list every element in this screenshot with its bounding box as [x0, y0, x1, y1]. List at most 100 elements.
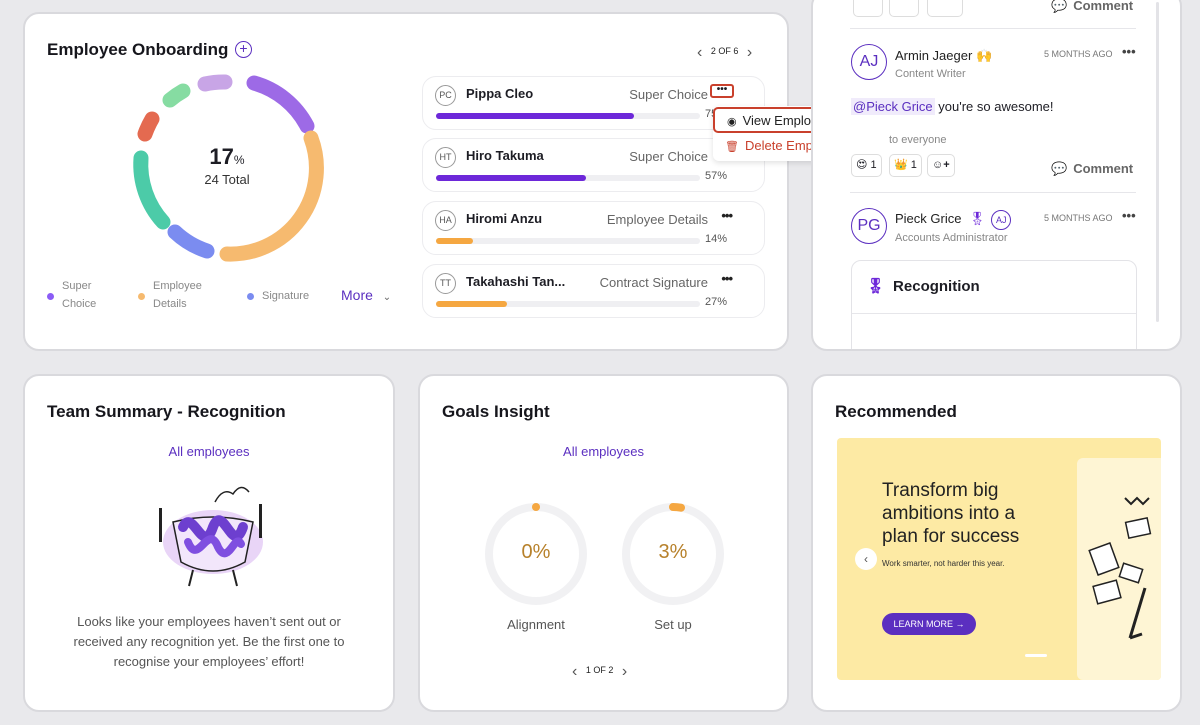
avatar: AJ	[851, 44, 887, 80]
chevron-left-icon[interactable]: ‹	[572, 663, 578, 680]
scrollbar[interactable]	[1156, 2, 1159, 322]
banner-panel	[1077, 458, 1161, 680]
mention-tag[interactable]: @Pieck Grice	[851, 98, 935, 115]
more-options-icon[interactable]: •••	[721, 271, 733, 286]
banner-subtext: Work smarter, not harder this year.	[882, 559, 1005, 568]
legend-dot-signature	[247, 293, 254, 300]
comment-button[interactable]: 💬 Comment	[1051, 0, 1134, 13]
plus-icon: +	[943, 159, 950, 171]
pager-text: 1 OF 2	[585, 665, 614, 675]
post-author: Armin Jaeger 🙌	[895, 48, 993, 63]
comment-button[interactable]: 💬 Comment	[1051, 161, 1134, 176]
add-reaction-button[interactable]: ☺+	[927, 154, 955, 177]
alignment-ring	[485, 503, 587, 605]
employee-stage: Employee Details	[606, 212, 708, 227]
recognition-title: 🎖 Recognition	[866, 278, 980, 295]
add-reaction-button[interactable]	[927, 0, 963, 17]
ring-progress-marker	[532, 503, 540, 511]
donut-segment-green	[162, 83, 191, 108]
ring-progress-arc	[669, 503, 685, 512]
team-summary-card: Team Summary - Recognition All employees…	[23, 374, 395, 712]
team-filter-link[interactable]: All employees	[168, 444, 250, 459]
envelopes-illustration	[1088, 496, 1152, 640]
comment-icon: 💬	[1051, 161, 1068, 176]
comment-icon: 💬	[1051, 0, 1068, 13]
promo-banner[interactable]: ‹ Transform big ambitions into a plan fo…	[837, 438, 1161, 680]
legend-employee-details: Employee Details	[153, 280, 202, 310]
employee-row[interactable]: PC Pippa Cleo Super Choice ••• 75%	[422, 76, 765, 130]
avatar: TT	[435, 273, 456, 294]
employee-row[interactable]: HT Hiro Takuma Super Choice 57%	[422, 138, 765, 192]
donut-segment-signature	[167, 224, 215, 259]
employee-row[interactable]: HA Hiromi Anzu Employee Details ••• 14%	[422, 201, 765, 255]
onboarding-donut-chart	[133, 74, 324, 262]
medal-icon: 🎖	[866, 278, 886, 295]
progress-percent: 57%	[705, 170, 728, 182]
avatar: HT	[435, 147, 456, 168]
employee-row[interactable]: TT Takahashi Tan... Contract Signature •…	[422, 264, 765, 318]
employee-name: Hiro Takuma	[466, 148, 544, 163]
progress-fill	[436, 113, 634, 119]
alignment-value: 0%	[521, 541, 551, 563]
progress-bar	[436, 175, 700, 181]
post-message: @Pieck Grice you're so awesome!	[851, 98, 1054, 115]
progress-bar	[436, 301, 700, 307]
post-visibility: to everyone	[889, 134, 947, 146]
goals-insight-card: Goals Insight All employees 0% Alignment…	[418, 374, 789, 712]
add-employee-icon[interactable]: +	[235, 41, 252, 58]
donut-segment-employee-details	[219, 130, 324, 262]
more-options-icon[interactable]: •••	[721, 208, 733, 223]
donut-segment-red	[137, 111, 160, 142]
setup-label: Set up	[654, 617, 692, 632]
chevron-left-icon[interactable]: ‹	[697, 44, 703, 61]
divider	[852, 313, 1136, 314]
post-time: 5 MONTHS AGO	[1044, 213, 1113, 223]
more-options-icon[interactable]: •••	[1122, 44, 1136, 59]
post-author: Pieck Grice 🎖 AJ	[895, 210, 1012, 230]
legend-dot-employee-details	[138, 293, 145, 300]
setup-ring	[622, 503, 724, 605]
medal-icon: 🎖	[969, 211, 986, 226]
learn-more-button[interactable]: LEARN MORE →	[882, 613, 976, 635]
employee-onboarding-card: Employee Onboarding + ‹ 2 OF 6 › 17% 24 …	[23, 12, 789, 351]
reaction-chip[interactable]	[853, 0, 883, 17]
donut-segment-lilac	[197, 74, 233, 92]
carousel-prev-icon[interactable]: ‹	[855, 548, 877, 570]
goals-insight-title: Goals Insight	[442, 402, 550, 421]
carousel-indicator[interactable]	[1025, 654, 1047, 657]
avatar: AJ	[991, 210, 1012, 230]
progress-fill	[436, 238, 473, 244]
employee-name: Takahashi Tan...	[466, 274, 566, 289]
progress-bar	[436, 238, 700, 244]
trash-icon: 🗑	[725, 141, 739, 153]
recommended-card: Recommended ‹ Transform big ambitions in…	[811, 374, 1182, 712]
employee-stage: Super Choice	[629, 87, 708, 102]
donut-percent: 17%	[209, 144, 245, 169]
reaction-chip[interactable]: 😍 1	[851, 154, 882, 177]
team-empty-message: Looks like your employees haven’t sent o…	[73, 614, 345, 669]
chevron-right-icon[interactable]: ›	[621, 663, 628, 680]
reaction-chip[interactable]	[889, 0, 919, 17]
avatar: PG	[851, 208, 887, 244]
pager-text: 2 OF 6	[710, 46, 739, 56]
chevron-down-icon: ⌄	[382, 292, 392, 303]
recognition-card: 🎖 Recognition	[851, 260, 1137, 349]
onboarding-title: Employee Onboarding	[47, 40, 229, 59]
post-author-role: Content Writer	[895, 68, 966, 80]
progress-percent: 27%	[705, 296, 728, 308]
celebrate-icon: 🙌	[975, 48, 993, 63]
progress-fill	[436, 175, 587, 181]
more-options-icon[interactable]: •••	[710, 84, 734, 98]
reaction-chip[interactable]: 👑 1	[889, 154, 922, 177]
progress-bar	[436, 113, 700, 119]
goals-filter-link[interactable]: All employees	[563, 444, 644, 459]
more-dropdown[interactable]: More ⌄	[341, 287, 392, 303]
avatar: HA	[435, 210, 456, 231]
emoji-icon: ☺	[932, 159, 944, 171]
chevron-right-icon[interactable]: ›	[746, 44, 753, 61]
empty-recognition-illustration	[159, 486, 263, 587]
more-options-icon[interactable]: •••	[1122, 208, 1136, 223]
onboarding-pager: ‹ 2 OF 6 ›	[697, 44, 752, 62]
employee-stage: Super Choice	[629, 149, 708, 164]
goals-pager: ‹ 1 OF 2 ›	[572, 663, 627, 681]
